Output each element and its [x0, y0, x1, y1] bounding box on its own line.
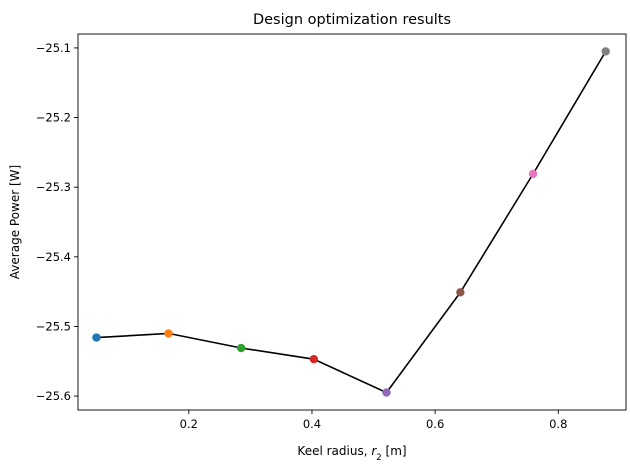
data-point: [164, 329, 173, 338]
data-point: [382, 388, 391, 397]
y-tick-label: −25.6: [36, 389, 71, 403]
y-tick-label: −25.3: [36, 180, 71, 194]
x-axis-label-unit: [m]: [382, 444, 407, 458]
data-point: [456, 288, 465, 297]
x-axis-label-symbol: r: [371, 444, 377, 458]
x-axis-label: Keel radius, r2 [m]: [297, 444, 406, 463]
y-tick-label: −25.1: [36, 41, 71, 55]
x-tick-label: 0.6: [426, 417, 444, 431]
x-tick-label: 0.8: [549, 417, 567, 431]
x-tick-label: 0.4: [303, 417, 321, 431]
data-point: [528, 169, 538, 179]
data-point: [92, 333, 101, 342]
x-axis-ticks: 0.2 0.4 0.6 0.8: [180, 410, 567, 431]
chart-title: Design optimization results: [253, 12, 451, 28]
x-tick-label: 0.2: [180, 417, 198, 431]
x-axis-label-subscript: 2: [376, 453, 381, 463]
y-axis-label: Average Power [W]: [8, 165, 22, 279]
x-axis-label-main: Keel radius,: [297, 444, 371, 458]
data-point: [236, 343, 246, 353]
y-tick-label: −25.5: [36, 319, 71, 333]
data-points: [92, 47, 610, 397]
data-point: [601, 47, 610, 56]
y-axis-ticks: −25.6 −25.5 −25.4 −25.3 −25.2 −25.1: [36, 41, 78, 403]
y-tick-label: −25.2: [36, 111, 71, 125]
series-line: [96, 50, 607, 394]
plot-frame: [77, 33, 627, 411]
y-tick-label: −25.4: [36, 250, 71, 264]
data-point: [309, 354, 319, 364]
